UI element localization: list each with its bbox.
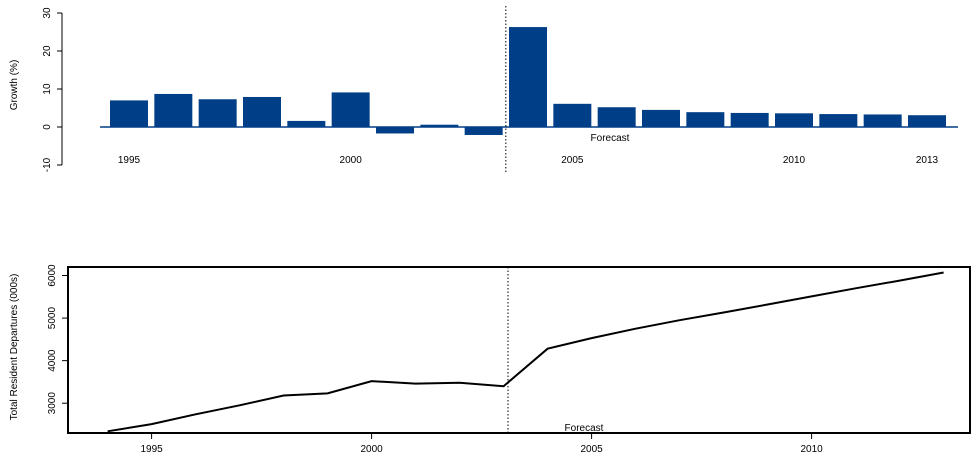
line-x-tick-label: 1995 <box>140 444 163 455</box>
bar-x-tick-labels: 1995 2000 2005 2010 2013 <box>118 155 939 166</box>
bar-y-tick-label: 30 <box>42 7 53 19</box>
growth-bar <box>464 127 503 135</box>
growth-bar <box>287 120 326 127</box>
bar-y-tick-label: -10 <box>42 157 53 172</box>
growth-bar <box>686 112 725 127</box>
bar-y-tick-label: 0 <box>42 124 53 130</box>
growth-bar <box>863 114 902 127</box>
growth-bar <box>376 127 414 134</box>
line-y-tick-label: 4000 <box>47 349 58 372</box>
line-x-tick-label: 2005 <box>580 444 603 455</box>
bar-x-tick-label: 2000 <box>340 155 363 166</box>
line-x-tick-label: 2000 <box>360 444 383 455</box>
growth-bar <box>730 112 769 127</box>
line-y-tick-label: 3000 <box>47 392 58 415</box>
growth-bar <box>775 113 813 127</box>
bar-forecast-label: Forecast <box>591 133 630 144</box>
growth-bar <box>819 114 858 127</box>
growth-bar <box>110 100 148 127</box>
bar-series <box>110 27 946 135</box>
bar-y-axis: -10 0 10 20 30 <box>42 7 63 172</box>
bar-x-tick-label: 2010 <box>783 155 806 166</box>
growth-bar <box>420 124 459 127</box>
line-plot-frame <box>67 266 971 434</box>
growth-bar <box>243 96 281 127</box>
growth-bar <box>198 99 237 127</box>
line-forecast-label: Forecast <box>565 423 604 434</box>
bar-x-tick-label: 2005 <box>561 155 584 166</box>
line-y-axis: 3000 4000 5000 6000 <box>47 264 68 414</box>
line-y-tick-label: 6000 <box>47 264 58 287</box>
growth-bar <box>642 109 680 127</box>
line-y-tick-label: 5000 <box>47 307 58 330</box>
bar-y-tick-label: 20 <box>42 45 53 57</box>
bar-x-tick-label: 1995 <box>118 155 141 166</box>
departures-line-chart: 3000 4000 5000 6000 1995 2000 2005 2010 Foreca… <box>9 264 971 455</box>
growth-bar <box>553 103 592 127</box>
growth-bar-chart: -10 0 10 20 30 1995 2000 2005 2010 2013 Forecast… <box>9 6 958 172</box>
growth-bar <box>509 27 547 128</box>
departures-series-line <box>107 271 944 433</box>
growth-bar <box>597 107 636 127</box>
bar-y-axis-title: Growth (%) <box>9 60 20 111</box>
growth-bar <box>908 115 946 127</box>
line-y-axis-title: Total Resident Departures (000s) <box>9 274 20 421</box>
bar-y-tick-label: 10 <box>42 83 53 95</box>
line-x-axis: 1995 2000 2005 2010 <box>140 433 823 455</box>
growth-bar <box>154 93 193 127</box>
line-x-tick-label: 2010 <box>800 444 823 455</box>
bar-x-tick-label: 2013 <box>916 155 939 166</box>
growth-bar <box>331 92 370 127</box>
